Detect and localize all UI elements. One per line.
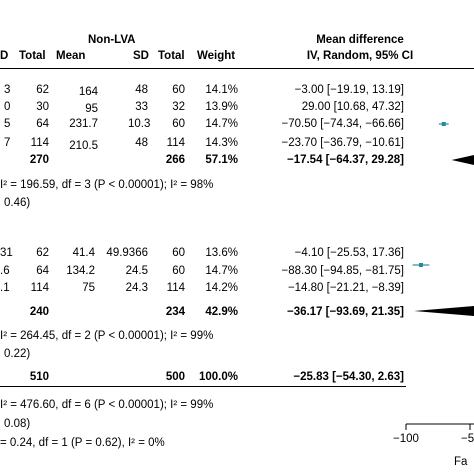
favours-label: Fa [454,456,468,468]
heterogeneity-text: I² = 264.45, df = 2 (P < 0.00001); I² = … [0,330,214,342]
cell-sd: 33 [135,101,148,113]
cell-n-exp: 64 [36,118,49,130]
col-header-sd: SD [133,50,149,62]
cell-n-exp: 30 [36,101,49,113]
cell-n: 32 [172,101,185,113]
cell-weight: 14.3% [205,137,238,149]
cell-sd-exp: 3 [4,84,11,96]
subtotal-n-exp: 270 [29,154,49,166]
subtotal-ci: −17.54 [−64.37, 29.28] [286,154,404,166]
subtotal-weight: 42.9% [205,306,238,318]
cell-weight: 14.7% [205,118,238,130]
cell-weight: 14.1% [205,84,238,96]
heterogeneity-text: I² = 196.59, df = 3 (P < 0.00001); I² = … [0,179,214,191]
total-weight: 100.0% [198,371,238,383]
cell-ci: −23.70 [−36.79, −10.61] [281,137,404,149]
group-header-non-lva: Non-LVA [88,34,136,46]
cell-sd-exp: 5 [4,118,11,130]
col-header-weight: Weight [197,50,236,62]
cell-n: 114 [166,137,185,149]
cell-mean: 95 [85,103,98,115]
cell-weight: 13.6% [205,247,238,259]
cell-mean: 210.5 [69,140,98,152]
total-n-exp: 510 [29,371,49,383]
subtotal-n: 234 [165,306,185,318]
effect-header-sub: IV, Random, 95% CI [306,50,414,62]
cell-n-exp: 64 [36,265,49,277]
heterogeneity-text: I² = 476.60, df = 6 (P < 0.00001); I² = … [0,399,214,411]
cell-ci: −14.80 [−21.21, −8.39] [287,282,404,294]
cell-sd-exp: .1 [0,282,10,294]
axis-tick-label: −5 [461,433,474,445]
axis-tick-label: −100 [393,433,419,445]
cell-sd: 10.3 [128,118,151,130]
cell-mean: 164 [78,86,98,98]
cell-sd: 24.5 [125,265,148,277]
cell-weight: 13.9% [205,101,238,113]
cell-sd: 48 [135,137,148,149]
cell-n: 60 [172,84,185,96]
overall-effect-text: 0.08) [4,418,31,430]
overall-effect-text: 0.46) [4,197,31,209]
total-n: 500 [165,371,185,383]
cell-n: 114 [166,282,185,294]
col-header-total-exp: Total [19,50,46,62]
subtotal-n: 266 [165,154,185,166]
cell-n: 60 [172,247,185,259]
cell-sd: 49.9366 [106,247,148,259]
cell-ci: −88.30 [−94.85, −81.75] [281,265,404,277]
cell-weight: 14.7% [205,265,238,277]
cell-n-exp: 62 [36,247,49,259]
cell-n: 60 [172,118,185,130]
cell-sd-exp: 7 [4,137,11,149]
col-header-sd-exp: D [0,50,9,62]
subtotal-ci: −36.17 [−93.69, 21.35] [286,306,404,318]
header-divider [0,68,474,69]
subgroup-test-text: = 0.24, df = 1 (P = 0.62), I² = 0% [0,437,165,449]
cell-n: 60 [172,265,185,277]
cell-mean: 75 [82,282,95,294]
cell-n-exp: 62 [36,84,49,96]
cell-mean: 41.4 [72,247,95,259]
cell-mean: 134.2 [66,265,95,277]
overall-effect-text: 0.22) [4,348,31,360]
cell-mean: 231.7 [69,118,98,130]
cell-n-exp: 114 [30,282,49,294]
total-ci: −25.83 [−54.30, 2.63] [293,371,404,383]
col-header-mean: Mean [56,50,86,62]
study-marker [441,122,446,126]
cell-ci: −70.50 [−74.34, −66.66] [281,118,404,130]
subtotal-n-exp: 240 [29,306,49,318]
cell-weight: 14.2% [205,282,238,294]
cell-ci: −3.00 [−19.19, 13.19] [294,84,404,96]
cell-ci: 29.00 [10.68, 47.32] [301,101,404,113]
subtotal-weight: 57.1% [205,154,238,166]
cell-ci: −4.10 [−25.53, 17.36] [294,247,404,259]
cell-sd-exp: 0 [4,101,11,113]
cell-sd: 48 [135,84,148,96]
subtotal-diamond [414,306,474,316]
cell-sd-exp: .6 [0,265,10,277]
cell-sd: 24.3 [125,282,148,294]
cell-sd-exp: 31 [0,247,13,259]
cell-n-exp: 114 [30,137,49,149]
study-marker [418,263,423,267]
table-bottom-divider [0,386,406,387]
effect-header-title: Mean difference [316,34,404,46]
subtotal-diamond [451,155,474,165]
col-header-total: Total [158,50,185,62]
